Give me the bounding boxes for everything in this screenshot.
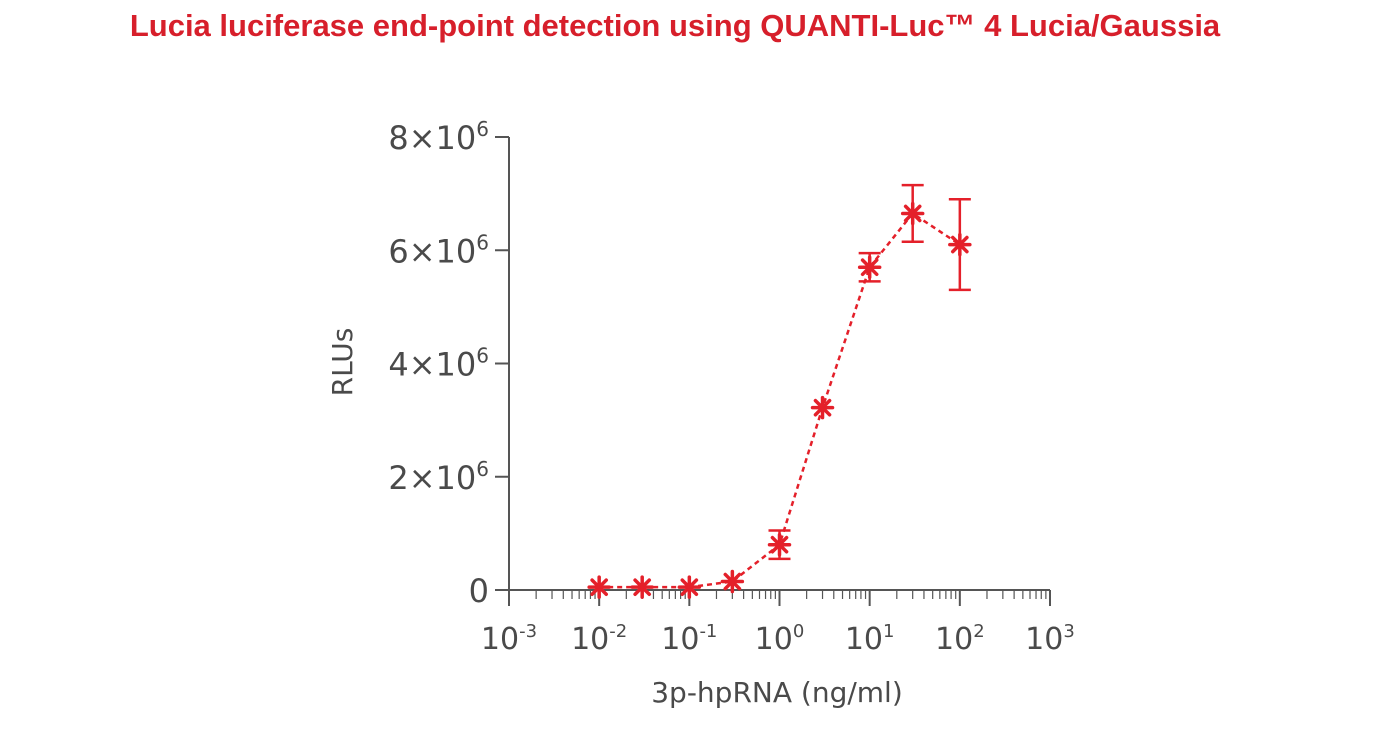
y-tick-label: 4×106 <box>388 344 489 384</box>
x-tick-label: 10-3 <box>481 621 537 657</box>
data-point <box>630 575 654 599</box>
x-tick-label: 103 <box>1025 621 1075 657</box>
data-series <box>587 183 972 599</box>
data-point <box>677 575 702 599</box>
y-tick-label: 2×106 <box>388 457 489 497</box>
x-tick-label: 102 <box>935 621 985 657</box>
x-tick-label: 10-2 <box>571 621 627 657</box>
data-point <box>587 575 611 599</box>
x-tick-label: 101 <box>845 621 895 657</box>
x-axis-label: 3p-hpRNA (ng/ml) <box>651 676 903 709</box>
data-point <box>948 232 972 257</box>
y-axis-label: RLUs <box>326 328 359 397</box>
data-point <box>720 569 745 594</box>
y-tick-label: 6×106 <box>388 230 489 270</box>
data-point <box>810 395 835 420</box>
chart-title: Lucia luciferase end-point detection usi… <box>129 8 1221 43</box>
y-tick-label: 0 <box>469 572 489 610</box>
y-axis-ticks: 0 2×106 4×106 6×106 8×106 <box>388 117 509 610</box>
axes <box>508 137 1050 591</box>
x-tick-label: 10-1 <box>661 621 717 657</box>
data-point <box>900 201 925 226</box>
data-point <box>857 255 882 279</box>
x-tick-label: 100 <box>755 621 805 657</box>
data-point <box>767 532 792 557</box>
x-axis-ticks: 10-3 10-2 10-1 100 101 102 103 <box>481 590 1075 657</box>
y-tick-label: 8×106 <box>388 117 489 157</box>
